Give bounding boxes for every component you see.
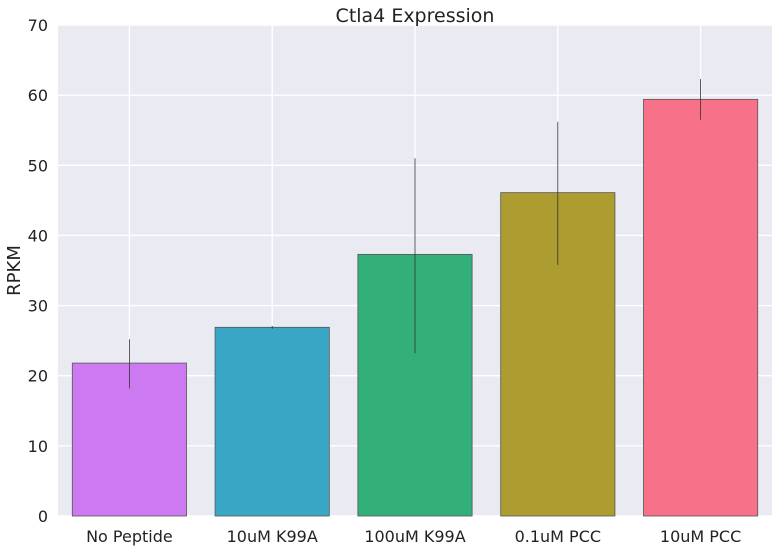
y-tick-label: 20: [28, 367, 48, 386]
x-tick-label: 10uM PCC: [660, 527, 741, 546]
x-tick-label: 100uM K99A: [364, 527, 465, 546]
bar: [643, 98, 759, 517]
y-tick-label: 60: [28, 86, 48, 105]
y-tick-labels: 0 10 20 30 40 50 60 70: [28, 16, 48, 526]
x-tick-label: 10uM K99A: [227, 527, 318, 546]
x-tick-labels: No Peptide 10uM K99A 100uM K99A 0.1uM PCC 10…: [86, 527, 741, 546]
bar: [71, 362, 187, 517]
x-tick-label: 0.1uM PCC: [515, 527, 601, 546]
y-tick-label: 30: [28, 297, 48, 316]
bar: [214, 326, 330, 517]
y-tick-label: 50: [28, 156, 48, 175]
y-axis-label: RPKM: [4, 245, 25, 296]
y-tick-label: 70: [28, 16, 48, 35]
x-tick-label: No Peptide: [86, 527, 173, 546]
y-tick-label: 10: [28, 437, 48, 456]
chart-title: Ctla4 Expression: [336, 5, 495, 27]
error-bars: [128, 79, 701, 389]
y-tick-label: 40: [28, 226, 48, 245]
y-tick-label: 0: [38, 507, 48, 526]
